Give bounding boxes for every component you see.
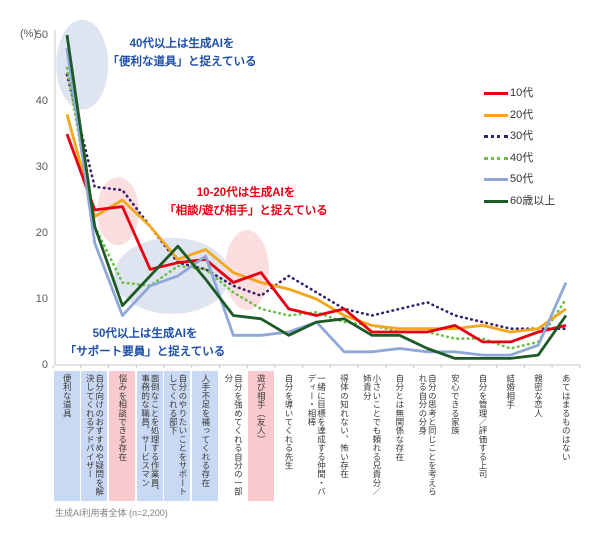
x-axis-label: 小さいことでも頼れる兄貴分／姉貴分: [362, 374, 382, 496]
footnote: 生成AI利用者全体 (n=2,200): [55, 508, 168, 518]
legend-label: 60歳以上: [510, 194, 556, 207]
x-axis-label: 得体の知れない、怖い存在: [339, 374, 350, 479]
x-axis-label: 面倒なことを処理する作業員、事務的な職員、サービスマン: [136, 371, 163, 501]
series-line-10代: [65, 133, 567, 344]
legend: 10代 20代 30代 40代 50代 60歳以上: [484, 87, 556, 208]
x-axis-label: 結婚相手: [505, 374, 516, 409]
x-axis-label: 自分を導いてくれる先生: [284, 374, 294, 470]
y-tick-label: 40: [35, 95, 48, 107]
legend-swatch: [484, 92, 508, 96]
legend-item-60歳以上: 60歳以上: [484, 194, 556, 208]
legend-swatch: [484, 178, 508, 182]
legend-swatch: [484, 135, 508, 139]
series-line-30代: [65, 73, 568, 331]
y-tick-label: 30: [35, 161, 48, 173]
legend-swatch: [484, 156, 508, 160]
x-axis-label: 自分の思考と同じことを考えられる自分の分身: [417, 374, 438, 496]
legend-label: 40代: [510, 151, 534, 164]
legend-swatch: [484, 200, 508, 203]
y-tick-label: 10: [35, 293, 48, 305]
x-axis-label: 便利な道具: [53, 371, 80, 501]
y-tick-label: 0: [41, 359, 48, 371]
x-axis-label: 遊び相手（友人）: [247, 371, 274, 501]
x-axis-label: 自分を管理／評価する上司: [478, 374, 489, 479]
y-tick-label: 20: [35, 227, 48, 239]
legend-label: 30代: [510, 130, 534, 143]
x-axis-label: 自分とは無関係な存在: [394, 374, 405, 461]
x-axis-label: 一緒に目標を達成する仲間・バディー・相棒: [306, 374, 327, 496]
annotation-callout-2: 50代以上は生成AIを 「サポート要員」と捉えている: [64, 328, 226, 358]
highlight-ellipse: [224, 229, 269, 310]
legend-item-20代: 20代: [484, 108, 555, 122]
series-line-20代: [65, 113, 567, 334]
highlight-ellipse: [97, 177, 140, 246]
x-axis-label: 悩みを相談できる存在: [108, 371, 135, 501]
x-axis-label: 人手不足を補ってくれる存在: [192, 371, 219, 501]
x-axis-label: あてはまるものはない: [561, 374, 572, 461]
x-axis-label: 自分のやりたいことをサポートしてくれる部下: [164, 371, 191, 501]
legend-item-30代: 30代: [484, 131, 555, 143]
x-axis-label: 安心できる家族: [450, 374, 461, 435]
y-tick-label: 50: [35, 29, 48, 41]
y-axis-unit-label: (%): [20, 28, 38, 40]
legend-label: 20代: [510, 108, 534, 121]
legend-item-10代: 10代: [484, 87, 555, 100]
annotation-callout-1: 10-20代は生成AIを 「相談/遊び相手」と捉えている: [164, 187, 328, 217]
legend-label: 50代: [510, 173, 534, 186]
series-line-60歳以上: [65, 34, 568, 360]
legend-swatch: [484, 113, 508, 117]
legend-item-50代: 50代: [484, 174, 555, 186]
annotation-callout-0: 40代以上は生成AIを 「便利な道具」と捉えている: [107, 38, 257, 68]
x-axis-label: 親密な恋人: [533, 374, 544, 418]
legend-label: 10代: [510, 87, 534, 99]
x-axis-label: 自分を強めてくれる自分の一部分: [223, 374, 244, 496]
legend-item-40代: 40代: [484, 151, 555, 165]
x-axis-label: 自分向けのおすすめや疑問を解決してくれるアドバイザー: [81, 371, 108, 501]
